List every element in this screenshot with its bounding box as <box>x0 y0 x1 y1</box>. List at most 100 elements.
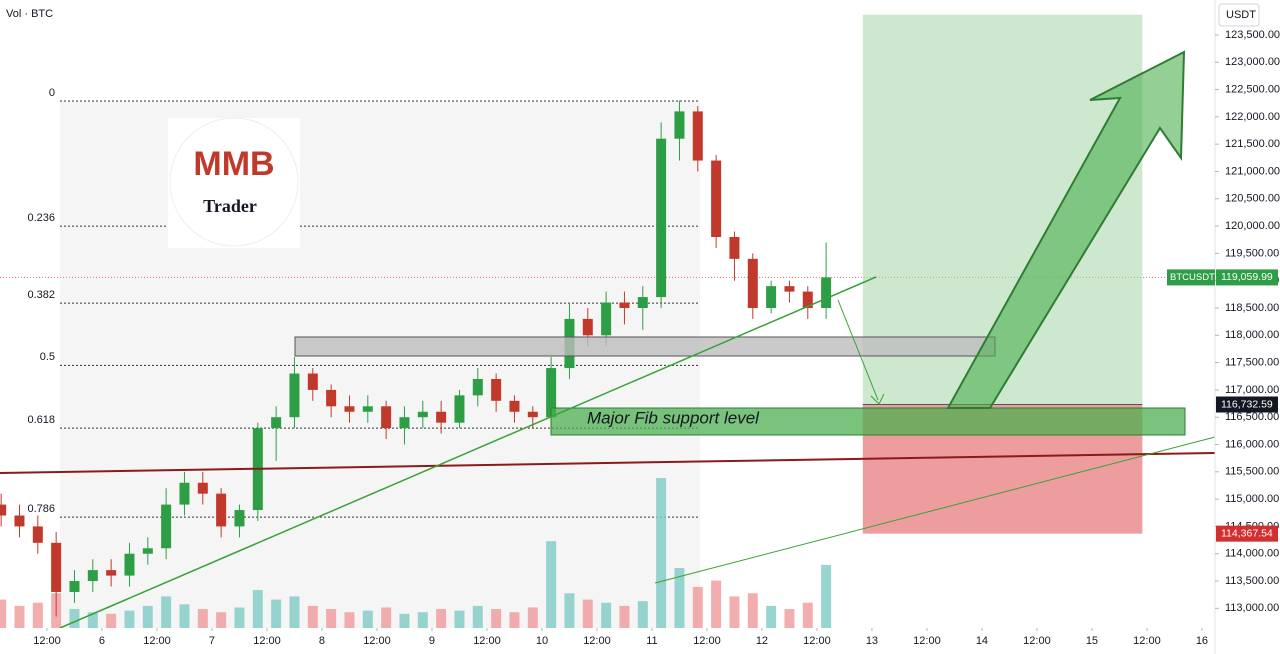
candle-body <box>271 417 282 429</box>
fib-label: 0.786 <box>27 503 55 515</box>
volume-bar <box>619 605 630 628</box>
price-tag-label: 116,732.59 <box>1221 398 1273 410</box>
volume-bar <box>637 601 648 628</box>
x-tick-label: 11 <box>646 635 657 647</box>
candle-body <box>344 406 355 412</box>
volume-bar <box>564 593 575 628</box>
candle-body <box>124 553 135 576</box>
x-tick-label: 6 <box>99 635 105 647</box>
volume-bar <box>289 596 300 628</box>
candle-body <box>766 286 777 308</box>
volume-bar <box>509 612 520 628</box>
price-tag-label: 119,059.99 <box>1221 271 1273 283</box>
candle-body <box>161 504 172 549</box>
x-tick-label: 12:00 <box>693 635 721 647</box>
volume-bar <box>252 590 263 628</box>
candle-body <box>179 482 190 505</box>
volume-bar <box>381 607 392 628</box>
candle-body <box>711 160 722 238</box>
y-tick-label: 123,500.00 <box>1225 29 1280 41</box>
path-arrow <box>837 299 879 401</box>
logo-name: Trader <box>203 196 257 216</box>
candle-body <box>216 493 227 527</box>
volume-bar <box>454 610 465 628</box>
price-tag <box>1216 396 1278 413</box>
fib-label: 0.236 <box>27 212 55 224</box>
volume-bar <box>674 568 685 628</box>
volume-bar <box>802 602 813 628</box>
annotation: Major Fib support level <box>587 408 760 427</box>
volume-label: Vol · BTC <box>6 8 53 20</box>
candle-body <box>197 482 208 494</box>
volume-bar <box>711 580 722 628</box>
fib-label: 0.382 <box>27 289 55 301</box>
x-tick-label: 12:00 <box>1023 635 1051 647</box>
volume-bar <box>344 612 355 628</box>
x-tick-label: 16 <box>1196 635 1208 647</box>
x-tick-label: 14 <box>976 635 988 647</box>
candle-body <box>821 277 832 308</box>
volume-bar <box>87 612 98 628</box>
candle-body <box>106 570 117 576</box>
logo-mark: MMB <box>193 145 274 183</box>
volume-bar <box>747 593 758 628</box>
volume-bar <box>601 602 612 628</box>
x-tick-label: 9 <box>429 635 435 647</box>
volume-bar <box>692 586 703 628</box>
horizontal-trendline <box>0 452 1216 474</box>
volume-bar <box>821 564 832 628</box>
volume-bar <box>491 609 502 628</box>
y-tick-label: 115,000.00 <box>1225 493 1279 505</box>
candle-body <box>326 389 337 407</box>
candle-body <box>802 291 813 308</box>
volume-bar <box>234 607 245 628</box>
y-tick-label: 122,500.00 <box>1225 83 1280 95</box>
candle-body <box>601 302 612 336</box>
candle-body <box>14 515 25 527</box>
y-tick-label: 116,500.00 <box>1225 411 1279 423</box>
x-tick-label: 12:00 <box>913 635 941 647</box>
candle-body <box>307 373 318 390</box>
candle-body <box>436 411 447 423</box>
y-tick-label: 117,500.00 <box>1225 357 1279 369</box>
x-tick-label: 12:00 <box>803 635 831 647</box>
candle-body <box>692 111 703 161</box>
time-axis <box>0 628 1215 654</box>
candle-body <box>399 417 410 429</box>
symbol-tag <box>1167 269 1215 286</box>
logo-circle <box>169 117 299 247</box>
x-tick-label: 12 <box>756 635 768 647</box>
y-tick-label: 118,000.00 <box>1225 329 1279 341</box>
volume-bar <box>69 609 80 628</box>
candle-body <box>234 510 245 527</box>
volume-bar <box>106 613 117 628</box>
volume-bar <box>216 612 227 628</box>
volume-bar <box>546 541 557 628</box>
candle-body <box>619 302 630 308</box>
y-tick-label: 113,000.00 <box>1225 602 1279 614</box>
volume-bar <box>124 610 135 628</box>
x-tick-label: 12:00 <box>1133 635 1161 647</box>
y-tick-label: 121,500.00 <box>1225 138 1280 150</box>
volume-bar <box>582 599 593 628</box>
volume-bar <box>729 596 740 628</box>
candle-body <box>747 258 758 308</box>
y-tick-label: 118,500.00 <box>1225 302 1279 314</box>
candle-body <box>142 548 153 554</box>
x-tick-label: 12:00 <box>253 635 281 647</box>
x-tick-label: 13 <box>866 635 878 647</box>
price-axis <box>1215 0 1280 654</box>
rising-trendline <box>59 276 877 629</box>
candle-body <box>87 570 98 582</box>
candle-body <box>51 542 62 592</box>
volume-bar <box>399 613 410 628</box>
x-tick-label: 7 <box>209 635 215 647</box>
candle-body <box>362 406 373 412</box>
volume-bar <box>766 605 777 628</box>
fib-label: 0 <box>49 87 55 99</box>
candle-body <box>491 378 502 401</box>
volume-bar <box>197 609 208 628</box>
y-tick-label: 115,500.00 <box>1225 466 1279 478</box>
currency: USDT <box>1226 9 1256 21</box>
